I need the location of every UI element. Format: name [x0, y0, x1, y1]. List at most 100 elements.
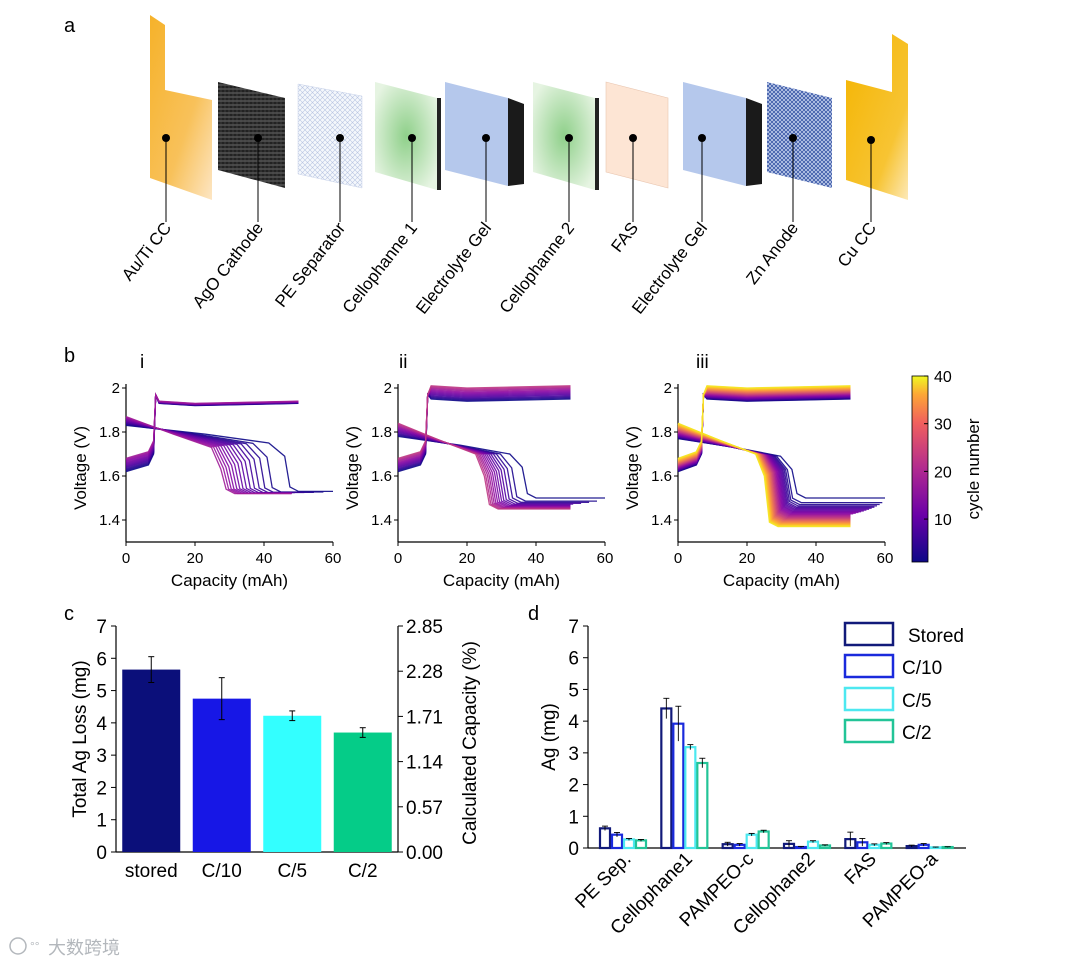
y-tick-label: 1.8: [651, 424, 672, 441]
x-tick-label: 60: [877, 550, 894, 567]
layer-electrolyte-gel-1: [445, 82, 524, 222]
watermark: °° 大数跨境: [9, 937, 120, 958]
y-tick-label: 2: [664, 380, 672, 397]
colorbar-tick-label: 10: [934, 512, 952, 529]
layer-pe-separator: [297, 83, 363, 222]
total-ag-loss-chart: 0 1 2 3 4 5 6 7 0.00 0.57 1.14 1.71 2.28 2.85 stored…: [70, 617, 481, 882]
bar: [684, 746, 697, 850]
x-tick-label: 0: [394, 550, 402, 567]
y-tick-label: 6: [568, 649, 579, 670]
y2-tick-label: 0.57: [406, 798, 443, 819]
panel-label-d: d: [528, 603, 539, 625]
y-tick-label: 2: [384, 380, 392, 397]
layer-au-ti-cc: [150, 15, 212, 222]
bar: [122, 669, 181, 852]
y-tick-label: 1.4: [651, 512, 672, 529]
layer-label: AgO Cathode: [189, 219, 267, 312]
x-tick-label: C/5: [277, 861, 307, 882]
layer-electrolyte-gel-2: [683, 82, 762, 222]
subplot-label: ii: [399, 352, 407, 373]
layer-label: Cellophanne 1: [339, 219, 421, 317]
y-tick-label: 1.6: [371, 468, 392, 485]
c-ylabel: Total Ag Loss (mg): [70, 660, 91, 817]
subplot-label: i: [140, 352, 144, 373]
legend-label: C/2: [902, 723, 932, 744]
y-tick-label: 3: [96, 746, 107, 767]
panel-label-b: b: [64, 345, 75, 367]
x-tick-label: 40: [528, 550, 545, 567]
bar: [696, 761, 709, 850]
legend-label: Stored: [908, 626, 964, 647]
legend-swatch: [843, 621, 895, 647]
layer-label: Cu CC: [834, 219, 880, 271]
layer-cellophanne-2: [533, 82, 599, 222]
y2-tick-label: 2.28: [406, 662, 443, 683]
y-tick-label: 2: [112, 380, 120, 397]
legend-swatch: [843, 653, 895, 679]
charge-curve: [397, 385, 571, 460]
x-tick-label: FAS: [841, 849, 881, 889]
charge-curve: [677, 385, 851, 460]
charge-curve: [125, 394, 299, 473]
layer-zn-anode: [767, 82, 832, 222]
bar: [192, 698, 251, 852]
colorbar-tick-label: 20: [934, 464, 952, 481]
discharge-curve: [125, 422, 305, 494]
y-tick-label: 1.4: [99, 512, 120, 529]
layer-label: Cellophanne 2: [496, 219, 578, 317]
discharge-curve: [397, 435, 605, 499]
y-tick-label: 0: [96, 843, 107, 864]
y-tick-label: 1.8: [99, 424, 120, 441]
y-tick-label: 1: [568, 807, 579, 828]
layer-cellophanne-1: [375, 82, 441, 222]
bar: [622, 838, 636, 850]
x-tick-label: 60: [325, 550, 342, 567]
legend-label: C/5: [902, 691, 932, 712]
y-tick-label: 1: [96, 811, 107, 832]
discharge-curve: [125, 415, 292, 495]
x-tick-label: 20: [187, 550, 204, 567]
y2-tick-label: 1.71: [406, 707, 443, 728]
x-tick-label: stored: [125, 861, 178, 882]
bar: [634, 839, 648, 850]
subplot-label: iii: [696, 352, 709, 373]
bar: [598, 827, 612, 850]
y-axis-label: Voltage (V): [343, 426, 362, 510]
y-tick-label: 7: [96, 617, 107, 638]
layer-label: Zn Anode: [742, 219, 802, 288]
y-tick-label: 2: [568, 776, 579, 797]
legend-swatch: [843, 686, 895, 712]
x-tick-label: 20: [459, 550, 476, 567]
y-tick-label: 4: [568, 712, 579, 733]
bar: [672, 722, 685, 850]
colorbar-tick-label: 40: [934, 369, 952, 386]
discharge-curve: [397, 422, 571, 510]
layer-label: Electrolyte Gel: [628, 219, 711, 318]
x-axis-label: Capacity (mAh): [723, 571, 840, 590]
discharge-curve: [677, 422, 851, 528]
layer-fas: [605, 81, 669, 222]
panel-label-c: c: [64, 603, 74, 625]
x-tick-label: 60: [597, 550, 614, 567]
y-tick-label: 6: [96, 649, 107, 670]
layer-ago-cathode: [218, 82, 285, 222]
panel-label-a: a: [64, 15, 76, 37]
y-tick-label: 1.4: [371, 512, 392, 529]
y-tick-label: 0: [568, 839, 579, 860]
x-axis-label: Capacity (mAh): [171, 571, 288, 590]
y-tick-label: 5: [96, 682, 107, 703]
y-tick-label: 5: [568, 680, 579, 701]
x-tick-label: 0: [122, 550, 130, 567]
legend-label: C/10: [902, 658, 942, 679]
d-ylabel: Ag (mg): [539, 703, 560, 771]
layer-label: FAS: [607, 219, 642, 256]
x-tick-label: 40: [808, 550, 825, 567]
bar: [263, 715, 322, 852]
x-tick-label: 40: [256, 550, 273, 567]
y2-tick-label: 0.00: [406, 843, 443, 864]
y2-tick-label: 2.85: [406, 617, 443, 638]
y-tick-label: 3: [568, 744, 579, 765]
